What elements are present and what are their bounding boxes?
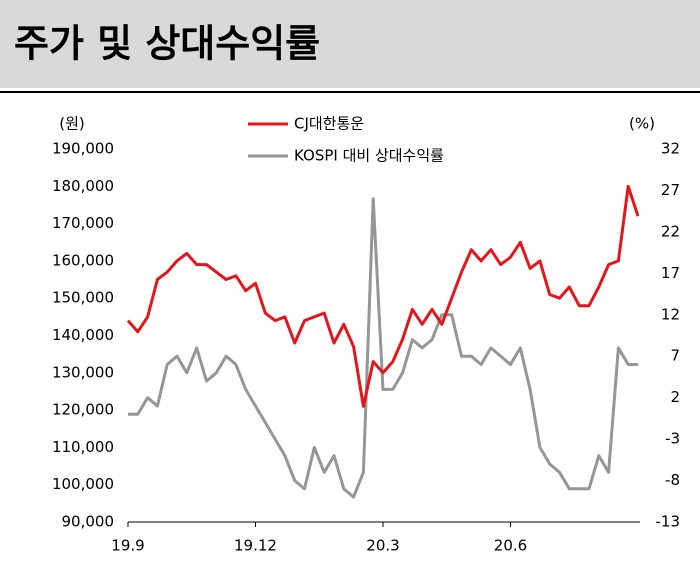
y2-tick-label: -13	[656, 513, 681, 531]
y2-tick-label: 7	[670, 347, 680, 365]
x-tick-label: 19.9	[111, 537, 144, 555]
y-tick-label: 120,000	[52, 401, 114, 419]
x-tick-label: 20.6	[494, 537, 527, 555]
y-tick-label: 110,000	[52, 438, 114, 456]
x-tick-label: 20.3	[366, 537, 399, 555]
y-tick-label: 160,000	[52, 251, 114, 269]
y-tick-label: 130,000	[52, 363, 114, 381]
y2-tick-label: -8	[665, 471, 680, 489]
y-tick-label: 150,000	[52, 289, 114, 307]
y-axis-label: (원)	[59, 115, 85, 133]
title-band	[0, 0, 700, 88]
y2-axis-label: (%)	[629, 115, 655, 133]
y-tick-label: 90,000	[62, 513, 115, 531]
legend-label: CJ대한통운	[294, 115, 364, 133]
series-line	[128, 197, 638, 499]
y-tick-label: 170,000	[52, 214, 114, 232]
y-tick-label: 180,000	[52, 177, 114, 195]
y2-tick-label: 17	[661, 264, 680, 282]
y2-tick-label: 32	[661, 140, 680, 158]
y2-tick-label: 27	[661, 181, 680, 199]
y2-tick-label: 12	[661, 305, 680, 323]
y-tick-label: 190,000	[52, 140, 114, 158]
y-tick-label: 140,000	[52, 326, 114, 344]
series-line	[126, 184, 640, 408]
chart-title: 주가 및 상대수익률	[14, 22, 320, 66]
y2-tick-label: 22	[661, 222, 680, 240]
y2-tick-label: -3	[665, 430, 680, 448]
legend-label: KOSPI 대비 상대수익률	[294, 147, 444, 165]
x-tick-label: 19.12	[234, 537, 277, 555]
y-tick-label: 100,000	[52, 475, 114, 493]
y2-tick-label: 2	[670, 388, 680, 406]
